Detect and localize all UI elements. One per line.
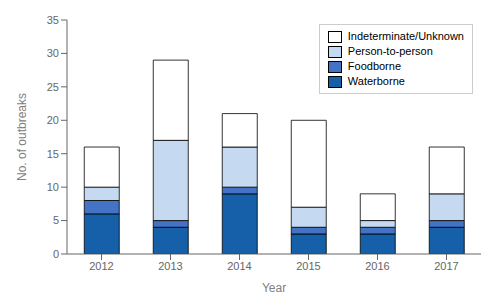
svg-text:20: 20 <box>47 114 59 126</box>
html-text:Person-to-person: Person-to-person <box>347 45 433 57</box>
svg-text:5: 5 <box>53 214 59 226</box>
svg-text:2013: 2013 <box>158 260 182 272</box>
svg-text:10: 10 <box>47 181 59 193</box>
svg-text:35: 35 <box>47 14 59 26</box>
svg-text:30: 30 <box>47 47 59 59</box>
html-text:Foodborne: Foodborne <box>347 60 401 72</box>
svg-text:2012: 2012 <box>89 260 113 272</box>
svg-text:Year: Year <box>262 281 286 295</box>
html-text:Waterborne: Waterborne <box>347 75 405 87</box>
svg-text:0: 0 <box>53 248 59 260</box>
svg-text:25: 25 <box>47 81 59 93</box>
html-text:Indeterminate/Unknown: Indeterminate/Unknown <box>347 30 464 42</box>
svg-text:15: 15 <box>47 148 59 160</box>
svg-text:2015: 2015 <box>296 260 320 272</box>
svg-text:2017: 2017 <box>434 260 458 272</box>
svg-text:2016: 2016 <box>365 260 389 272</box>
svg-text:2014: 2014 <box>227 260 251 272</box>
svg-text:No. of outbreaks: No. of outbreaks <box>15 93 29 181</box>
